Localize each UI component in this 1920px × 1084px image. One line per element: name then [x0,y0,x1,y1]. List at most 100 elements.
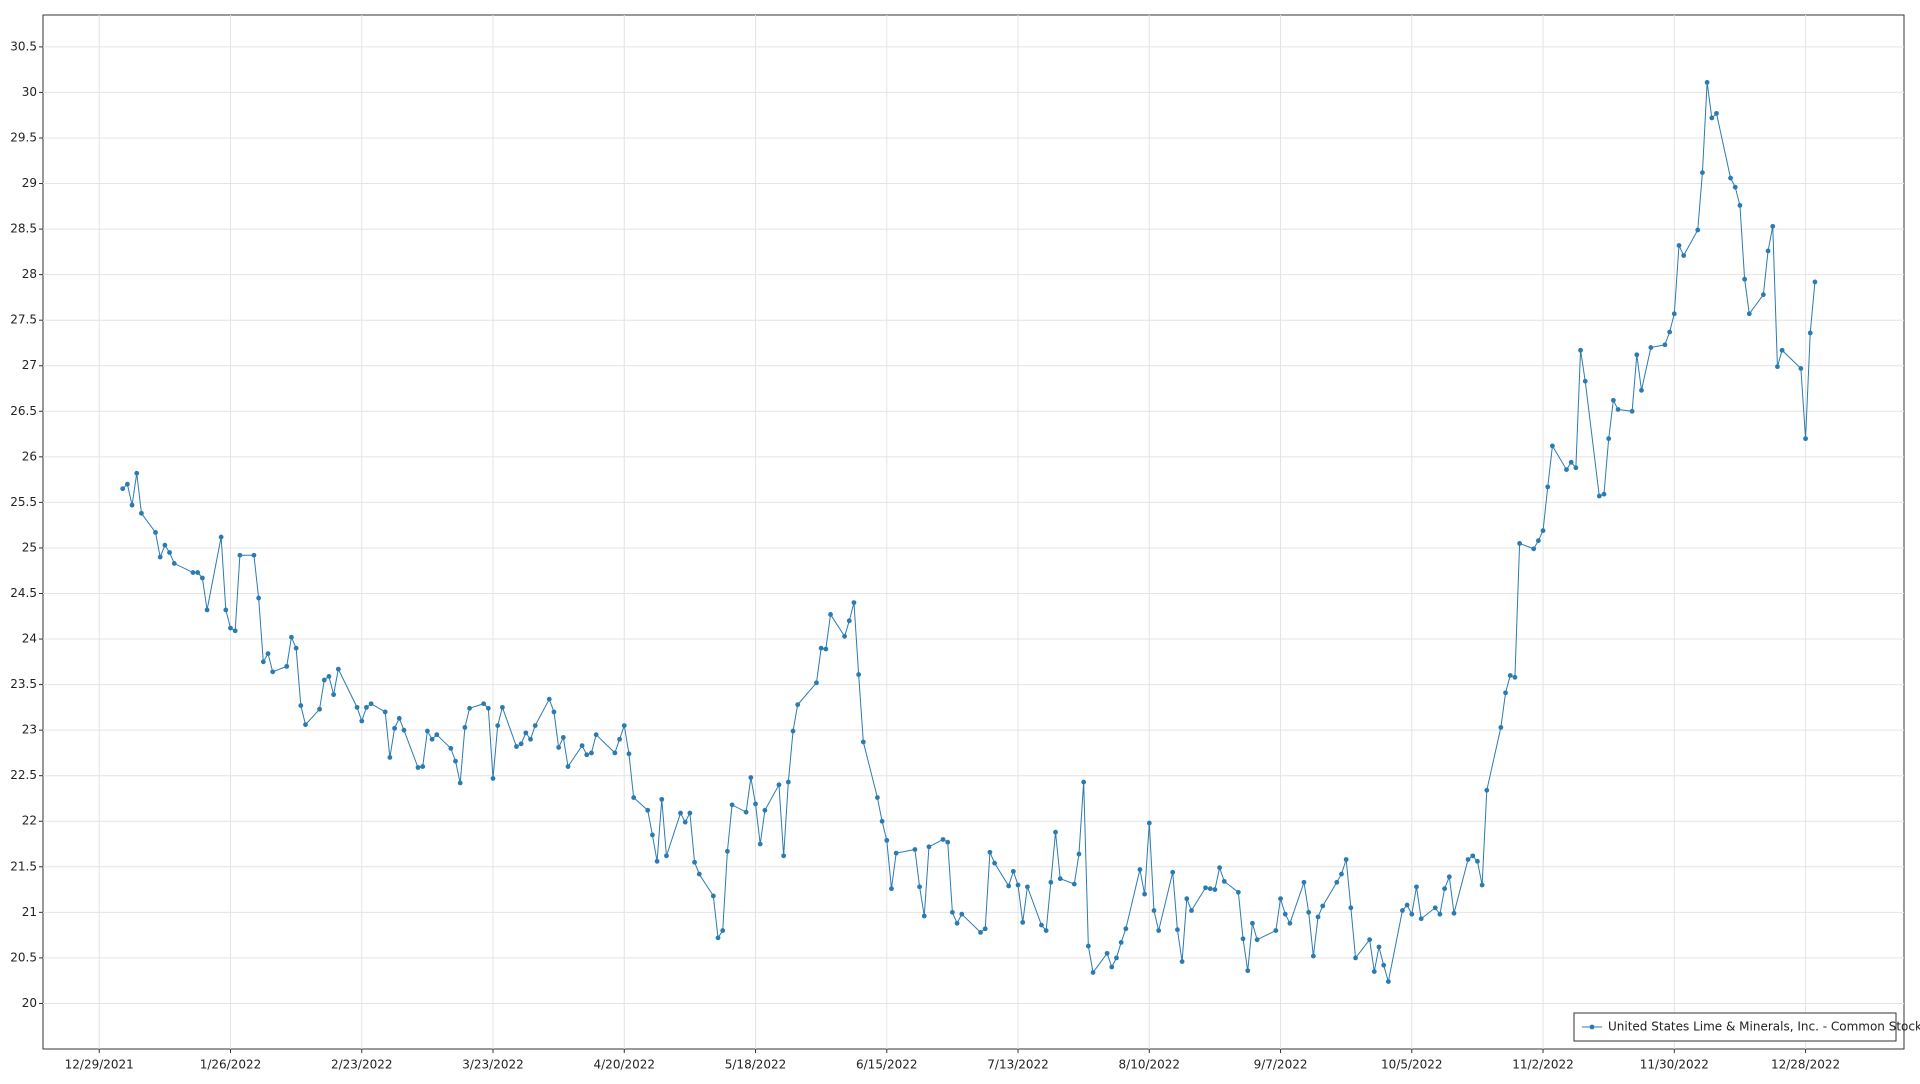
data-point [1503,690,1508,696]
data-point [959,911,965,917]
data-point [950,909,955,915]
data-point [1714,110,1719,116]
data-point [687,810,693,816]
data-point [134,470,140,476]
data-point [612,750,618,756]
data-point [1137,867,1143,872]
data-point [1320,903,1326,909]
data-point [387,755,393,760]
data-point [232,628,238,634]
data-point [1671,311,1677,317]
data-point [1376,944,1382,950]
data-point [846,618,852,624]
data-point [814,680,819,686]
x-tick-label: 7/13/2022 [987,1058,1049,1072]
data-point [579,743,585,749]
data-point [1629,408,1635,414]
data-point [265,651,271,657]
data-point [1582,378,1588,384]
data-point [654,858,660,864]
data-point [1709,115,1715,121]
data-point [467,705,472,711]
data-point [631,795,637,800]
data-point [1184,896,1190,902]
data-point [715,935,721,941]
data-point [331,692,337,698]
data-point [710,893,716,899]
data-point [270,669,276,675]
data-point [1179,959,1185,964]
x-tick-label: 12/28/2022 [1771,1058,1840,1072]
y-tick-label: 21 [22,905,37,919]
data-point [1310,953,1316,959]
data-point [724,848,730,854]
x-tick-label: 9/7/2022 [1254,1058,1308,1072]
data-point [1545,484,1551,490]
y-tick-label: 22 [22,814,37,828]
data-point [1442,886,1448,892]
data-point [617,736,622,742]
data-point [481,701,487,707]
data-point [1020,919,1026,925]
data-point [321,677,327,683]
data-point [762,807,768,813]
x-tick-label: 8/10/2022 [1119,1058,1181,1072]
data-point [945,839,951,845]
y-tick-label: 28 [22,267,37,281]
data-point [326,673,332,679]
x-tick-label: 11/30/2022 [1640,1058,1709,1072]
data-point [303,722,308,728]
data-point [790,728,796,734]
data-point [260,659,266,665]
data-point [1109,964,1115,970]
data-point [1203,885,1208,891]
data-point [1667,329,1673,335]
data-point [584,752,590,758]
data-point [1770,223,1776,229]
data-point [251,552,257,558]
data-point [659,796,665,802]
data-point [1381,962,1387,968]
y-tick-label: 25.5 [10,495,37,509]
data-point [1348,905,1354,911]
data-point [1737,203,1743,208]
data-point [528,736,533,742]
data-point [823,646,829,652]
legend-label: United States Lime & Minerals, Inc. - Co… [1608,1020,1920,1034]
data-point [382,709,388,715]
data-point [1207,886,1213,892]
data-point [1010,868,1016,874]
data-point [1610,397,1616,403]
data-point [1732,184,1738,190]
data-point [593,732,599,738]
data-point [1676,243,1682,248]
data-point [884,837,890,843]
data-point [171,561,177,566]
data-point [1367,937,1373,943]
data-point [1212,887,1218,892]
y-tick-label: 24.5 [10,586,37,600]
data-point [1334,879,1340,885]
data-point [1189,908,1194,913]
data-point [748,775,754,780]
data-point [298,703,304,708]
data-point [364,704,369,710]
data-point [917,884,922,890]
y-tick-label: 26.5 [10,404,37,418]
data-point [1409,911,1415,917]
data-point [1343,857,1349,862]
data-point [499,704,505,710]
data-point [1146,820,1152,826]
data-point [1282,911,1288,917]
data-point [1048,879,1054,885]
y-tick-label: 29.5 [10,130,37,144]
data-point [223,607,229,613]
data-point [1250,920,1255,926]
data-point [1475,858,1480,864]
data-point [1564,467,1569,472]
y-tick-label: 25 [22,540,37,554]
data-point [1812,279,1818,285]
data-point [1104,950,1110,956]
data-point [1057,876,1063,882]
data-point [1465,857,1471,862]
